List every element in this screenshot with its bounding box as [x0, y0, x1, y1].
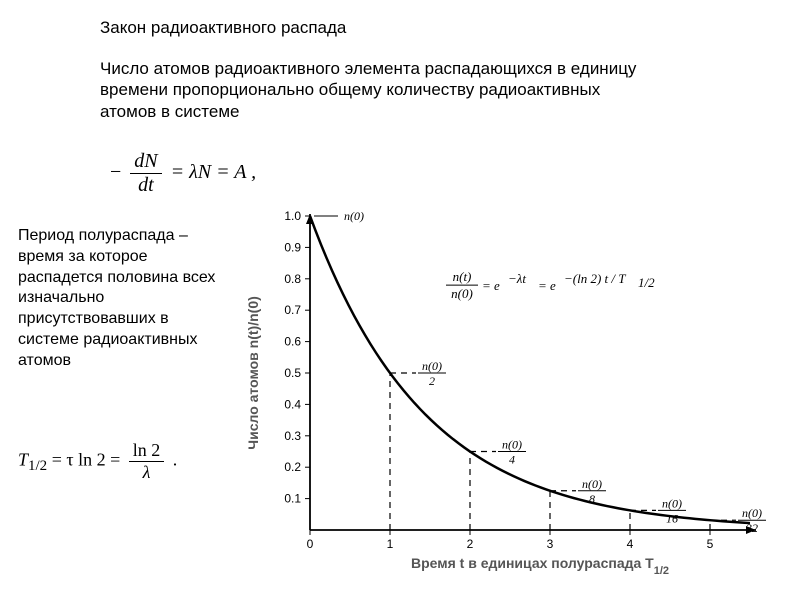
svg-text:32: 32	[745, 521, 758, 535]
page-subtitle: Число атомов радиоактивного элемента рас…	[100, 58, 660, 122]
half-life-equation: T1/2 = τ ln 2 = ln 2 λ .	[18, 440, 177, 483]
svg-text:0.6: 0.6	[284, 335, 301, 349]
svg-text:4: 4	[509, 453, 515, 467]
t-subscript: 1/2	[28, 458, 47, 474]
svg-text:n(0): n(0)	[344, 209, 364, 223]
svg-text:0.4: 0.4	[284, 397, 301, 411]
svg-text:n(0): n(0)	[422, 359, 442, 373]
main-equation: − dN dt = λN = A ,	[110, 150, 256, 197]
svg-text:= e: = e	[482, 278, 500, 293]
numerator: dN	[130, 150, 161, 174]
svg-text:1.0: 1.0	[284, 209, 301, 223]
fraction-ln2-lambda: ln 2 λ	[129, 440, 165, 483]
svg-text:0.7: 0.7	[284, 303, 301, 317]
equation-rhs: = λN = A ,	[171, 161, 257, 183]
svg-text:2: 2	[429, 374, 435, 388]
svg-text:0.8: 0.8	[284, 272, 301, 286]
svg-text:Число атомов n(t)/n(0): Число атомов n(t)/n(0)	[245, 296, 261, 450]
svg-text:n(0): n(0)	[502, 438, 522, 452]
t-symbol: T	[18, 450, 28, 470]
denominator-lambda: λ	[129, 462, 165, 483]
svg-text:n(0): n(0)	[582, 477, 602, 491]
svg-text:2: 2	[467, 537, 474, 551]
svg-text:4: 4	[627, 537, 634, 551]
denominator: dt	[130, 174, 161, 197]
svg-text:0.5: 0.5	[284, 366, 301, 380]
chart-svg: 0.1 0.2 0.3 0.4 0.5 0.6 0.7 0.8 0.9 1.0 0 1 2 3 4 5 n(0)…	[240, 200, 770, 580]
svg-text:16: 16	[666, 511, 678, 525]
page-title: Закон радиоактивного распада	[100, 18, 346, 38]
minus-sign: −	[110, 161, 121, 183]
half-life-definition: Период полураспада – время за которое ра…	[18, 226, 218, 372]
svg-text:1: 1	[387, 537, 394, 551]
svg-text:0.1: 0.1	[284, 492, 301, 506]
svg-text:0.2: 0.2	[284, 460, 301, 474]
eq-tail: .	[173, 450, 178, 470]
svg-text:−(ln 2) t / T: −(ln 2) t / T	[564, 271, 626, 286]
svg-text:5: 5	[707, 537, 714, 551]
svg-text:n(0): n(0)	[662, 496, 682, 510]
svg-text:n(0): n(0)	[742, 506, 762, 520]
svg-text:0: 0	[307, 537, 314, 551]
svg-text:= e: = e	[538, 278, 556, 293]
svg-text:n(t): n(t)	[453, 269, 472, 284]
svg-text:−λt: −λt	[508, 271, 526, 286]
svg-text:n(0): n(0)	[451, 286, 473, 301]
numerator-ln2: ln 2	[129, 440, 165, 462]
eq-mid: = τ ln 2 =	[52, 450, 125, 470]
svg-text:0.3: 0.3	[284, 429, 301, 443]
decay-chart: 0.1 0.2 0.3 0.4 0.5 0.6 0.7 0.8 0.9 1.0 0 1 2 3 4 5 n(0)…	[240, 200, 770, 580]
svg-text:3: 3	[547, 537, 554, 551]
svg-text:0.9: 0.9	[284, 240, 301, 254]
fraction-dn-dt: dN dt	[130, 150, 161, 197]
svg-text:8: 8	[589, 492, 595, 506]
svg-text:1/2: 1/2	[638, 275, 655, 290]
svg-text:Время t в единицах полураспада: Время t в единицах полураспада T1/2	[411, 555, 669, 577]
